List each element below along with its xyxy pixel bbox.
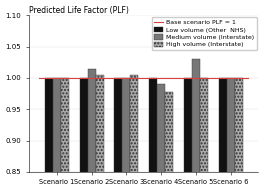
Bar [45,78,53,191]
Bar [88,69,96,191]
Bar [184,78,192,191]
Bar [79,78,88,191]
Bar [227,78,235,191]
Bar [61,78,69,191]
Bar [149,78,157,191]
Legend: Base scenario PLF = 1, Low volume (Other  NHS), Medium volume (Interstate), High: Base scenario PLF = 1, Low volume (Other… [152,17,257,50]
Bar [130,75,138,191]
Bar [114,78,122,191]
Bar [235,78,243,191]
Bar [53,78,61,191]
Bar [157,84,165,191]
Bar [192,59,200,191]
Bar [122,78,130,191]
Bar [165,92,173,191]
Bar [219,78,227,191]
Text: Predicted Life Factor (PLF): Predicted Life Factor (PLF) [29,6,129,15]
Bar [200,78,208,191]
Bar [96,75,103,191]
